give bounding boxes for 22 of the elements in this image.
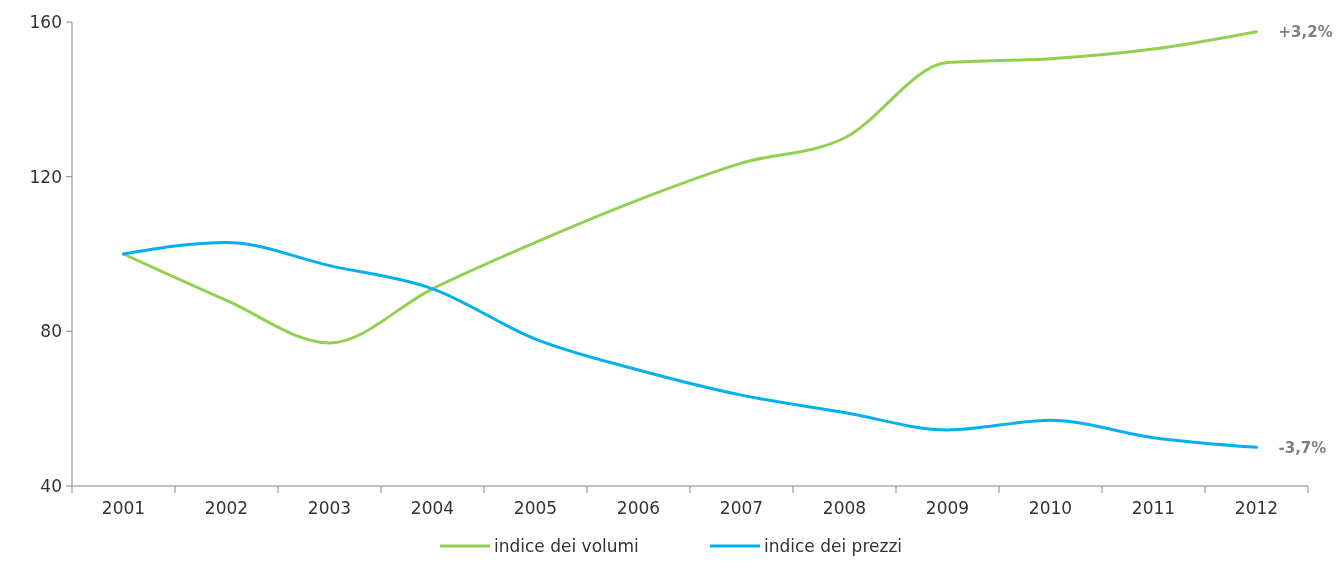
x-tick-label: 2004 (410, 498, 455, 518)
x-tick-label: 2005 (513, 498, 558, 518)
x-tick-label: 2003 (307, 498, 352, 518)
x-tick-label: 2010 (1028, 498, 1073, 518)
line-series (122, 240, 1258, 449)
y-tick-label: 160 (29, 11, 62, 32)
x-tick-label: 2011 (1131, 498, 1176, 518)
y-tick-label: 120 (29, 166, 62, 187)
y-tick-label: 40 (40, 475, 62, 496)
legend-label: indice dei prezzi (764, 535, 903, 556)
x-tick-label: 2012 (1234, 498, 1279, 518)
annotation: -3,7% (1278, 438, 1327, 457)
x-tick-label: 2006 (616, 498, 661, 518)
annotation: +3,2% (1278, 22, 1333, 41)
x-tick-label: 2009 (925, 498, 970, 518)
x-tick-label: 2007 (719, 498, 764, 518)
y-tick-label: 80 (40, 321, 62, 342)
legend-label: indice dei volumi (494, 535, 639, 556)
x-tick-label: 2008 (822, 498, 867, 518)
line-series (122, 30, 1258, 345)
x-tick-label: 2001 (101, 498, 146, 518)
x-tick-label: 2002 (204, 498, 249, 518)
